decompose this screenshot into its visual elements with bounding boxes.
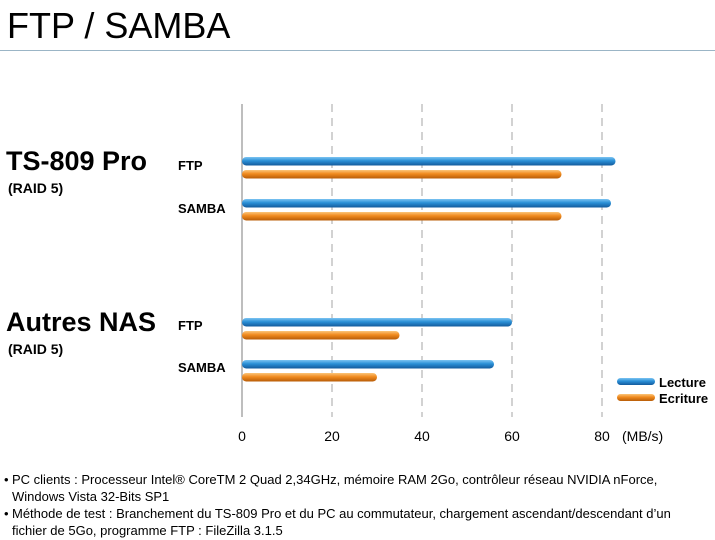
bar-lecture bbox=[242, 157, 616, 166]
group-sub-autres-nas: (RAID 5) bbox=[8, 341, 64, 357]
legend-label: Lecture bbox=[659, 375, 706, 390]
bar-ecriture bbox=[242, 170, 562, 179]
footnote-item: • Méthode de test : Branchement du TS-80… bbox=[4, 505, 704, 539]
group-name-ts809: TS-809 Pro bbox=[6, 146, 148, 176]
x-unit-label: (MB/s) bbox=[622, 428, 663, 444]
title-divider bbox=[0, 50, 715, 51]
bar-lecture bbox=[242, 360, 494, 369]
x-tick-label: 0 bbox=[238, 428, 246, 444]
category-label: SAMBA bbox=[178, 360, 226, 375]
footnote-text: PC clients : Processeur Intel® CoreTM 2 … bbox=[12, 472, 658, 504]
group-name-autres-nas: Autres NAS bbox=[6, 307, 157, 337]
x-tick-label: 40 bbox=[414, 428, 430, 444]
bar-ecriture bbox=[242, 373, 377, 382]
tick-labels: 0 20 40 60 80 (MB/s) bbox=[238, 428, 663, 444]
bullet-icon: • bbox=[4, 472, 9, 487]
category-label: SAMBA bbox=[178, 201, 226, 216]
footnote-item: • PC clients : Processeur Intel® CoreTM … bbox=[4, 471, 704, 505]
bars bbox=[242, 157, 616, 382]
legend-swatch bbox=[617, 378, 655, 385]
x-tick-label: 60 bbox=[504, 428, 520, 444]
bar-lecture bbox=[242, 318, 512, 327]
bullet-icon: • bbox=[4, 506, 9, 521]
x-tick-label: 80 bbox=[594, 428, 610, 444]
grid-lines bbox=[331, 104, 603, 417]
x-tick-label: 20 bbox=[324, 428, 340, 444]
legend-label: Ecriture bbox=[659, 391, 708, 406]
footnotes: • PC clients : Processeur Intel® CoreTM … bbox=[4, 471, 704, 539]
bar-ecriture bbox=[242, 331, 400, 340]
footnote-text: Méthode de test : Branchement du TS-809 … bbox=[12, 506, 671, 538]
category-label: FTP bbox=[178, 318, 203, 333]
bar-ecriture bbox=[242, 212, 562, 221]
legend-swatch bbox=[617, 394, 655, 401]
slide-title: FTP / SAMBA bbox=[7, 5, 231, 46]
category-label: FTP bbox=[178, 158, 203, 173]
bar-lecture bbox=[242, 199, 611, 208]
group-sub-ts809: (RAID 5) bbox=[8, 180, 64, 196]
